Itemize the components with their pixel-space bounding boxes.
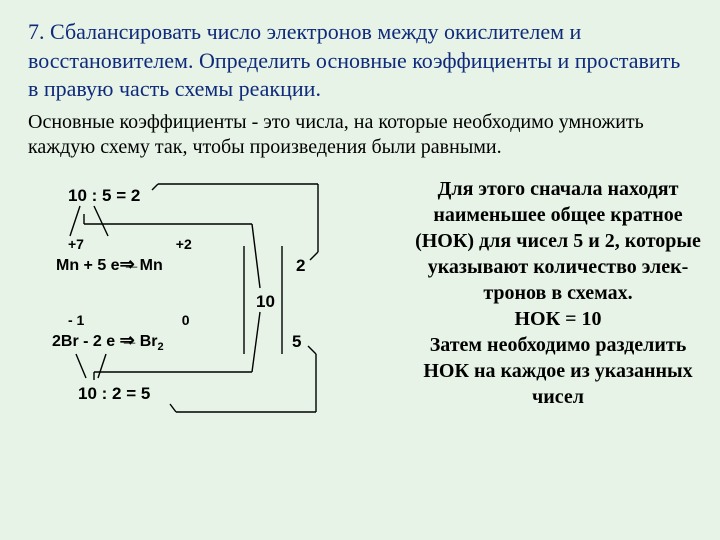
eq2-ox-right: 0: [182, 312, 190, 328]
scheme-panel: 10 : 5 = 2 +7 +2 Mn + 5 e⇒ Mn _ - 1 0 2B…: [28, 176, 368, 486]
explanation-line: указывают количество элек-: [398, 254, 718, 280]
explanation-line: НОК = 10: [398, 306, 718, 332]
eq1-ox-right: +2: [176, 236, 192, 252]
step-subtitle: Основные коэффициенты - это числа, на ко…: [28, 110, 692, 160]
eq2: 2Br - 2 e ⇒ Br2: [52, 330, 164, 353]
eq1-ox-left: +7: [68, 236, 88, 252]
explanation-line: Для этого сначала находят: [398, 176, 718, 202]
coef-bot: 5: [292, 332, 301, 352]
explanation-line: тронов в схемах.: [398, 280, 718, 306]
explanation-line: НОК на каждое из указанных: [398, 358, 718, 384]
lcm-value: 10: [256, 292, 275, 312]
eq1-right: Mn: [140, 257, 163, 274]
minus-icon: _: [126, 248, 137, 271]
explanation-line: (НОК) для чисел 5 и 2, которые: [398, 228, 718, 254]
top-division: 10 : 5 = 2: [68, 186, 140, 206]
eq1: Mn + 5 e⇒ Mn: [56, 254, 163, 275]
explanation-line: чисел: [398, 384, 718, 410]
eq2-subscript: 2: [157, 341, 163, 353]
coef-top: 2: [296, 256, 305, 276]
explanation-panel: Для этого сначала находят наименьшее общ…: [398, 176, 718, 410]
explanation-line: Затем необходимо разделить: [398, 332, 718, 358]
eq2-right: Br: [140, 333, 158, 350]
explanation-line: наименьшее общее кратное: [398, 202, 718, 228]
content-area: 10 : 5 = 2 +7 +2 Mn + 5 e⇒ Mn _ - 1 0 2B…: [28, 176, 692, 486]
bottom-division: 10 : 2 = 5: [78, 384, 150, 404]
step-title: 7. Сбалансировать число электронов между…: [28, 18, 692, 104]
eq2-left: 2Br - 2 e: [52, 333, 115, 350]
minus-icon: _: [124, 324, 135, 347]
eq1-left: Mn + 5 e: [56, 257, 120, 274]
eq2-ox-left: - 1: [68, 312, 96, 328]
